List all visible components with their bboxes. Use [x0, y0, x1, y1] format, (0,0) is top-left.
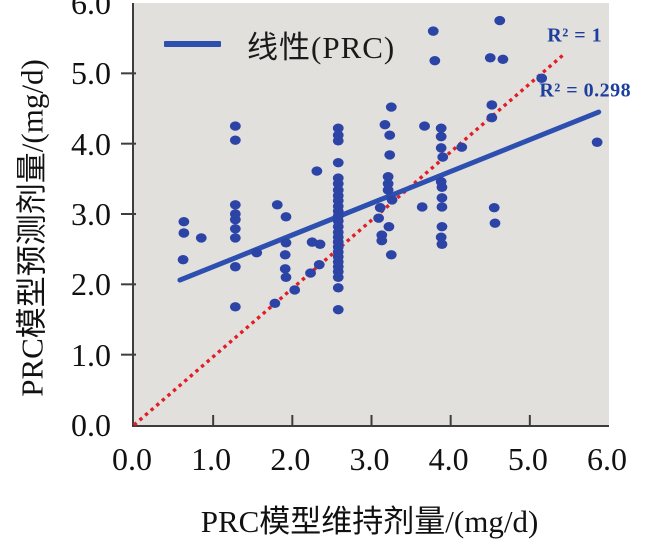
data-point: [229, 214, 241, 225]
y-tick-label: 4.0: [71, 125, 111, 162]
data-point: [386, 195, 398, 205]
data-point: [489, 218, 501, 228]
data-point: [437, 152, 449, 162]
x-tick-label: 1.0: [191, 441, 232, 477]
data-point: [279, 250, 291, 260]
data-point: [416, 202, 428, 212]
data-point: [379, 119, 391, 130]
data-point: [313, 259, 325, 270]
x-axis-tick-labels: 0.0 1.0 2.0 3.0 4.0 5.0 6.0: [112, 441, 627, 481]
x-tick-label: 5.0: [507, 441, 548, 477]
data-point: [383, 221, 395, 232]
y-axis-tick-labels: 0.0 1.0 2.0 3.0 4.0 5.0 6.0: [0, 0, 117, 443]
data-point: [384, 130, 396, 140]
data-point: [435, 131, 447, 142]
data-point: [382, 172, 394, 182]
y-tick-label: 5.0: [71, 55, 111, 92]
plot-canvas: [121, 15, 603, 427]
data-point: [280, 238, 292, 248]
data-point: [332, 272, 344, 282]
legend-label: 线性(PRC): [247, 29, 396, 65]
data-point: [429, 55, 441, 66]
data-point: [497, 54, 509, 64]
y-tick-label: 2.0: [71, 266, 111, 303]
data-point: [332, 123, 344, 133]
data-point: [376, 236, 388, 246]
x-tick-label: 0.0: [112, 441, 152, 477]
data-point: [384, 150, 396, 160]
data-point: [436, 182, 448, 192]
data-point: [373, 213, 385, 223]
data-point: [229, 233, 241, 243]
data-point: [382, 185, 394, 195]
data-point: [419, 121, 430, 131]
data-point: [436, 193, 448, 203]
x-tick-label: 4.0: [428, 441, 469, 477]
r-squared-identity-label: R² = 1: [547, 24, 603, 47]
data-point: [332, 136, 344, 146]
data-point: [229, 135, 241, 145]
data-point: [374, 202, 386, 213]
data-point: [488, 202, 500, 213]
data-point: [271, 200, 283, 210]
data-point: [486, 112, 498, 123]
data-point: [436, 221, 448, 232]
data-point: [385, 102, 397, 112]
data-point: [289, 285, 301, 295]
data-point: [435, 123, 447, 133]
data-point: [435, 232, 447, 242]
data-point: [332, 283, 344, 293]
x-tick-label: 2.0: [270, 441, 311, 477]
data-point: [195, 233, 207, 243]
data-point: [436, 202, 448, 212]
data-point: [436, 239, 448, 249]
data-point: [385, 250, 397, 260]
data-point: [427, 26, 439, 36]
data-point: [229, 121, 241, 131]
y-tick-label: 1.0: [71, 336, 111, 373]
data-point: [229, 302, 241, 312]
x-tick-label: 3.0: [349, 441, 390, 477]
y-tick-label: 3.0: [71, 196, 111, 232]
r-squared-trend-label: R² = 0.298: [539, 79, 632, 102]
data-point: [279, 264, 291, 274]
data-point: [280, 212, 292, 222]
data-point: [484, 53, 496, 63]
data-point: [486, 100, 498, 110]
y-tick-label: 0.0: [71, 407, 111, 443]
data-point: [494, 15, 506, 26]
data-point: [591, 137, 603, 147]
y-tick-label: 6.0: [71, 0, 111, 21]
legend-line-swatch: [164, 41, 221, 47]
data-point: [251, 247, 263, 258]
legend: 线性(PRC): [164, 23, 395, 65]
data-point: [280, 272, 292, 282]
data-point: [314, 239, 326, 249]
plot-area: 线性(PRC) R² = 1 R² = 0.298: [121, 3, 631, 427]
data-point: [178, 228, 190, 238]
x-tick-label: 6.0: [587, 441, 627, 477]
data-point: [177, 255, 189, 265]
data-point: [305, 268, 316, 278]
data-point: [332, 304, 344, 315]
data-point: [229, 262, 241, 272]
data-point: [269, 298, 281, 309]
data-point: [332, 157, 344, 168]
data-point: [456, 142, 468, 152]
data-point: [536, 73, 548, 83]
x-axis-title: PRC模型维持剂量/(mg/d): [200, 504, 539, 539]
data-point: [311, 166, 323, 176]
data-point: [229, 200, 241, 210]
data-point: [435, 143, 447, 153]
data-point: [229, 224, 241, 234]
data-point: [178, 217, 190, 227]
